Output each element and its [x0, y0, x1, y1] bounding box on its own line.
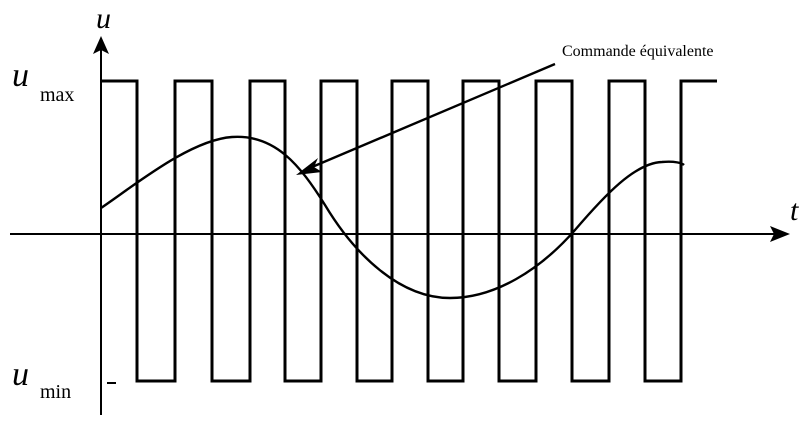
annotation-arrow-line	[304, 62, 556, 172]
time-axis-arrowhead	[770, 226, 790, 242]
annotation-arrowhead	[296, 158, 322, 175]
umin-label: u	[12, 356, 29, 393]
annotation-label: Commande équivalente	[562, 43, 714, 60]
umin-subscript: min	[40, 381, 71, 403]
t-axis-label: t	[790, 194, 799, 227]
equivalent-control-curve	[100, 135, 685, 300]
switching-control-wave	[101, 79, 717, 383]
u-axis-label: u	[96, 2, 111, 35]
u-axis-arrowhead	[93, 36, 109, 54]
umax-subscript: max	[40, 84, 74, 106]
umax-label: u	[12, 57, 29, 94]
